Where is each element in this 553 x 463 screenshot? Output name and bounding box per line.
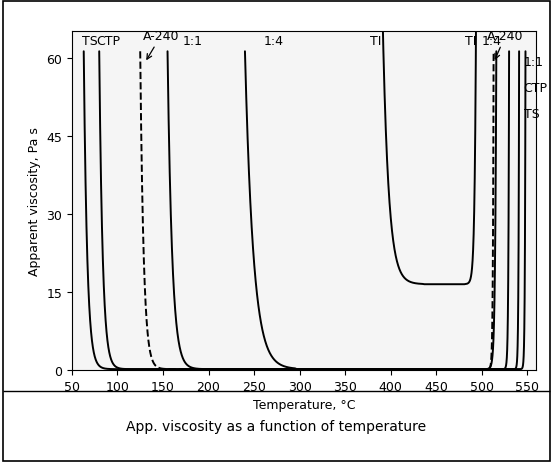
Text: CTP: CTP [524,82,547,95]
Text: App. viscosity as a function of temperature: App. viscosity as a function of temperat… [127,419,426,433]
Text: 1:4: 1:4 [482,35,502,48]
Text: CTP: CTP [96,35,121,48]
Text: 1:1: 1:1 [183,35,203,48]
Y-axis label: Apparent viscosity, Pa s: Apparent viscosity, Pa s [28,127,41,275]
X-axis label: Temperature, °C: Temperature, °C [253,399,356,412]
Text: TI: TI [465,35,477,48]
Text: TS: TS [82,35,98,48]
Text: TS: TS [524,108,539,121]
Text: 1:4: 1:4 [264,35,284,48]
Text: TI: TI [371,35,382,48]
Text: A-240: A-240 [487,30,524,60]
Text: 1:1: 1:1 [524,56,544,69]
Text: A-240: A-240 [143,30,179,60]
